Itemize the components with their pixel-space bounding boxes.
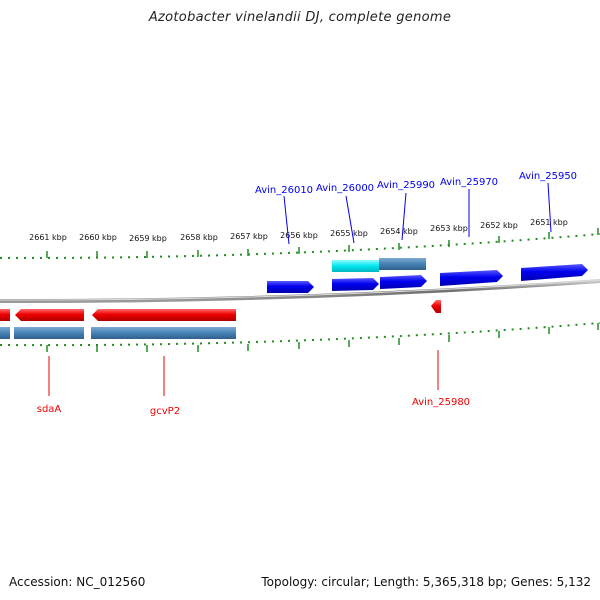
genome-title: Azotobacter vinelandii DJ, complete geno…: [148, 10, 452, 25]
gene-arrow-minus-left[interactable]: [0, 309, 10, 321]
gene-label-avin-26010[interactable]: Avin_26010: [255, 185, 313, 196]
scale-major-ticks-inner: [46, 323, 599, 352]
accession-text: Accession: NC_012560: [9, 575, 146, 589]
plus-gene-labels: Avin_26010 Avin_26000 Avin_25990 Avin_25…: [255, 171, 577, 196]
scale-label: 2652 kbp: [480, 221, 518, 230]
gene-arrow-avin-25970[interactable]: [440, 270, 503, 286]
scale-label: 2653 kbp: [430, 224, 468, 233]
gene-label-avin-25950[interactable]: Avin_25950: [519, 171, 577, 182]
leader-line: [547, 182, 552, 233]
scale-major-ticks: [46, 228, 599, 258]
scale-ring-inner: [0, 322, 600, 347]
gene-label-avin-25970[interactable]: Avin_25970: [440, 177, 498, 188]
plus-gene-leaders: [283, 182, 552, 245]
minus-strand-cds: [0, 327, 236, 339]
leader-line: [283, 195, 290, 245]
cds-feature: [91, 327, 236, 339]
gene-arrow-gcvp2[interactable]: [92, 309, 236, 321]
gene-label-avin-26000[interactable]: Avin_26000: [316, 183, 374, 194]
cds-feature: [0, 327, 10, 339]
scale-label: 2658 kbp: [180, 233, 218, 242]
genome-backbone: [0, 279, 600, 304]
cds-feature: [14, 327, 84, 339]
gene-label-avin-25980[interactable]: Avin_25980: [412, 397, 470, 408]
gene-arrow-avin-25980[interactable]: [431, 300, 441, 313]
gene-label-avin-25990[interactable]: Avin_25990: [377, 180, 435, 191]
gene-arrow-avin-26010[interactable]: [267, 281, 314, 293]
genome-summary-text: Topology: circular; Length: 5,365,318 bp…: [261, 575, 591, 589]
leader-line: [401, 192, 407, 241]
gene-arrow-avin-26000[interactable]: [332, 278, 379, 291]
scale-label: 2659 kbp: [129, 234, 167, 243]
gene-arrow-sdaa[interactable]: [15, 309, 84, 321]
cds-feature: [379, 258, 426, 270]
scale-label: 2651 kbp: [530, 218, 568, 227]
cds-highlight: [332, 260, 379, 272]
genome-backbone-highlight: [0, 279, 600, 301]
scale-label: 2660 kbp: [79, 233, 117, 242]
scale-label: 2655 kbp: [330, 229, 368, 238]
gene-label-gcvp2[interactable]: gcvP2: [150, 406, 180, 417]
scale-label: 2657 kbp: [230, 232, 268, 241]
leader-line: [345, 195, 355, 244]
gene-label-sdaa[interactable]: sdaA: [37, 404, 62, 415]
plus-strand-genes: [267, 264, 588, 293]
gene-arrow-avin-25950[interactable]: [521, 264, 588, 281]
scale-labels: 2661 kbp 2660 kbp 2659 kbp 2658 kbp 2657…: [29, 218, 568, 243]
scale-label: 2661 kbp: [29, 233, 67, 242]
minus-gene-labels: sdaA gcvP2 Avin_25980: [37, 397, 470, 417]
scale-label: 2656 kbp: [280, 231, 318, 240]
minus-gene-leaders: [48, 350, 439, 396]
minus-strand-genes: [0, 300, 441, 321]
gene-arrow-avin-25990[interactable]: [380, 275, 427, 289]
scale-label: 2654 kbp: [380, 227, 418, 236]
